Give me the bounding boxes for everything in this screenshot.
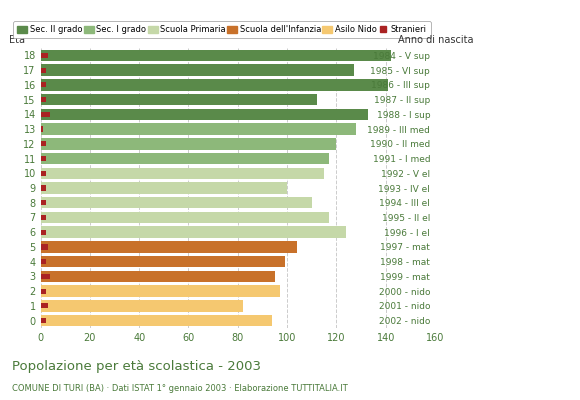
Bar bbox=[41, 286, 280, 297]
Bar bbox=[41, 64, 354, 76]
Bar bbox=[41, 53, 48, 58]
Bar bbox=[41, 156, 45, 161]
Text: Anno di nascita: Anno di nascita bbox=[397, 35, 473, 45]
Text: COMUNE DI TURI (BA) · Dati ISTAT 1° gennaio 2003 · Elaborazione TUTTITALIA.IT: COMUNE DI TURI (BA) · Dati ISTAT 1° genn… bbox=[12, 384, 347, 393]
Bar bbox=[41, 97, 45, 102]
Bar bbox=[41, 171, 45, 176]
Bar bbox=[41, 50, 391, 61]
Bar bbox=[41, 94, 317, 105]
Bar bbox=[41, 138, 336, 150]
Bar bbox=[41, 271, 275, 282]
Text: Popolazione per età scolastica - 2003: Popolazione per età scolastica - 2003 bbox=[12, 360, 260, 373]
Legend: Sec. II grado, Sec. I grado, Scuola Primaria, Scuola dell'Infanzia, Asilo Nido, : Sec. II grado, Sec. I grado, Scuola Prim… bbox=[13, 21, 431, 38]
Bar bbox=[41, 315, 273, 326]
Bar bbox=[41, 153, 329, 164]
Bar bbox=[41, 259, 45, 264]
Bar bbox=[41, 141, 45, 146]
Bar bbox=[41, 274, 50, 279]
Bar bbox=[41, 318, 45, 323]
Bar bbox=[41, 226, 346, 238]
Bar bbox=[41, 244, 48, 250]
Bar bbox=[41, 168, 324, 179]
Text: Età: Età bbox=[9, 35, 25, 45]
Bar bbox=[41, 300, 242, 312]
Bar bbox=[41, 123, 356, 135]
Bar bbox=[41, 79, 388, 90]
Bar bbox=[41, 212, 329, 223]
Bar bbox=[41, 256, 285, 268]
Bar bbox=[41, 108, 368, 120]
Bar bbox=[41, 112, 50, 117]
Bar bbox=[41, 197, 312, 208]
Bar bbox=[41, 241, 297, 253]
Bar bbox=[41, 126, 43, 132]
Bar bbox=[41, 288, 45, 294]
Bar bbox=[41, 303, 48, 308]
Bar bbox=[41, 215, 45, 220]
Bar bbox=[41, 82, 45, 88]
Bar bbox=[41, 182, 287, 194]
Bar bbox=[41, 186, 45, 190]
Bar bbox=[41, 68, 45, 73]
Bar bbox=[41, 230, 45, 235]
Bar bbox=[41, 200, 45, 205]
